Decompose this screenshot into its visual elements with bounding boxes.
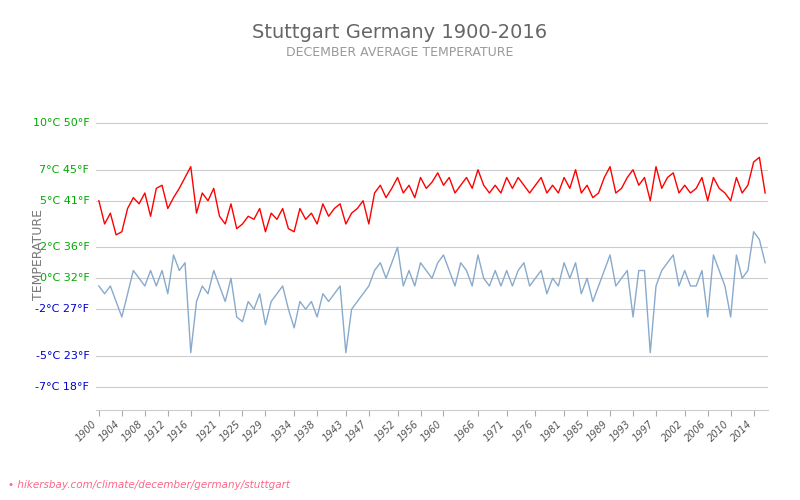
Text: Stuttgart Germany 1900-2016: Stuttgart Germany 1900-2016 <box>253 23 547 42</box>
Text: 2°C 36°F: 2°C 36°F <box>39 242 90 252</box>
Text: -7°C 18°F: -7°C 18°F <box>35 382 90 392</box>
Text: TEMPERATURE: TEMPERATURE <box>32 210 46 300</box>
Text: DECEMBER AVERAGE TEMPERATURE: DECEMBER AVERAGE TEMPERATURE <box>286 46 514 59</box>
Text: -5°C 23°F: -5°C 23°F <box>35 351 90 361</box>
Text: 0°C 32°F: 0°C 32°F <box>39 273 90 283</box>
Text: 5°C 41°F: 5°C 41°F <box>39 196 90 206</box>
Text: 7°C 45°F: 7°C 45°F <box>39 165 90 175</box>
Text: -2°C 27°F: -2°C 27°F <box>35 304 90 314</box>
Text: 10°C 50°F: 10°C 50°F <box>33 118 90 128</box>
Text: • hikersbay.com/climate/december/germany/stuttgart: • hikersbay.com/climate/december/germany… <box>8 480 290 490</box>
